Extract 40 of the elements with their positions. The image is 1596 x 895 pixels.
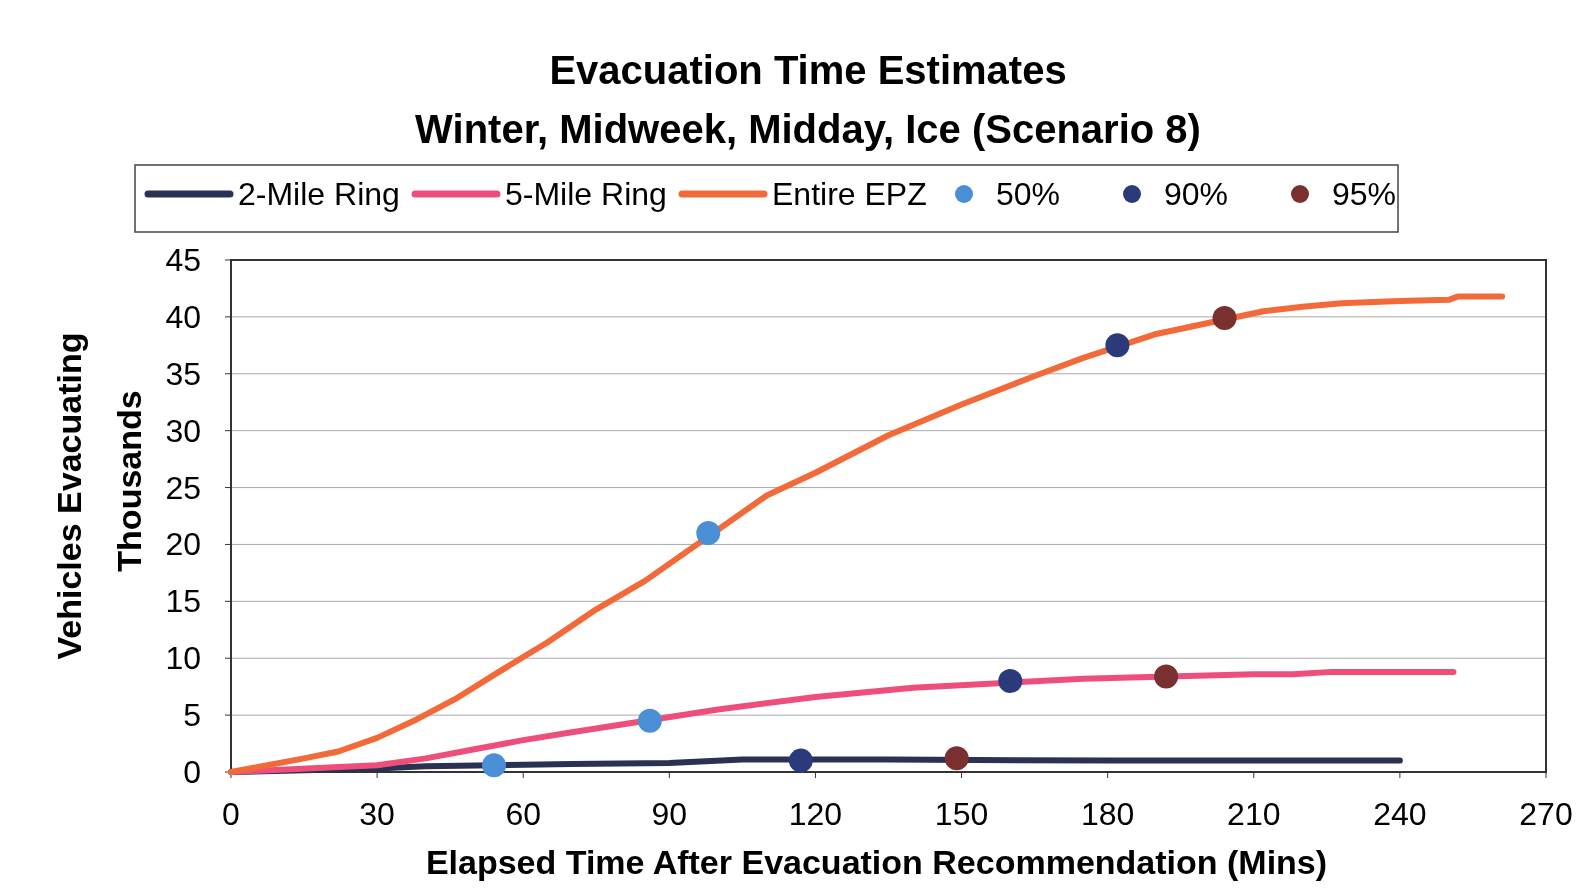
y-axis-title: Vehicles Evacuating <box>50 332 88 660</box>
point <box>696 521 721 546</box>
legend-label: 2-Mile Ring <box>238 176 400 212</box>
x-tick-label: 150 <box>934 796 989 832</box>
y-tick-label: 45 <box>165 242 201 278</box>
legend-label: Entire EPZ <box>772 176 927 212</box>
y-tick-label: 15 <box>165 583 201 620</box>
legend-label: 90% <box>1164 176 1229 212</box>
x-tick-label: 180 <box>1080 796 1135 832</box>
y-tick-label: 40 <box>165 298 201 335</box>
y-tick-label: 35 <box>165 355 201 392</box>
x-tick-label: 210 <box>1227 796 1281 832</box>
point <box>944 746 969 771</box>
chart-subtitle: Winter, Midweek, Midday, Ice (Scenario 8) <box>415 107 1201 151</box>
point <box>998 668 1023 693</box>
y-tick-label: 0 <box>183 754 201 790</box>
y-tick-label: 5 <box>183 697 201 734</box>
y-tick-label: 25 <box>165 469 201 506</box>
x-axis-title: Elapsed Time After Evacuation Recommendation (Mins) <box>425 843 1328 881</box>
x-tick-label: 270 <box>1519 796 1573 832</box>
legend-label: 5-Mile Ring <box>505 176 667 212</box>
point <box>637 708 662 733</box>
legend-label: 95% <box>1332 176 1397 212</box>
y-tick-label: 30 <box>165 412 201 449</box>
x-tick-label: 90 <box>651 796 688 832</box>
x-tick-label: 120 <box>788 796 843 832</box>
point <box>482 753 506 778</box>
point <box>1105 333 1130 358</box>
x-tick-label: 240 <box>1373 796 1427 832</box>
y-tick-label: 10 <box>165 640 201 677</box>
point <box>1154 664 1179 689</box>
point <box>1212 306 1237 331</box>
y2-axis-title: Thousands <box>110 390 148 572</box>
y-tick-label: 20 <box>165 526 201 563</box>
x-tick-label: 30 <box>359 796 395 832</box>
legend-label: 50% <box>996 176 1061 212</box>
x-tick-label: 0 <box>222 796 240 832</box>
x-tick-label: 60 <box>505 796 542 832</box>
point <box>788 748 813 773</box>
chart-title: Evacuation Time Estimates <box>549 48 1067 92</box>
